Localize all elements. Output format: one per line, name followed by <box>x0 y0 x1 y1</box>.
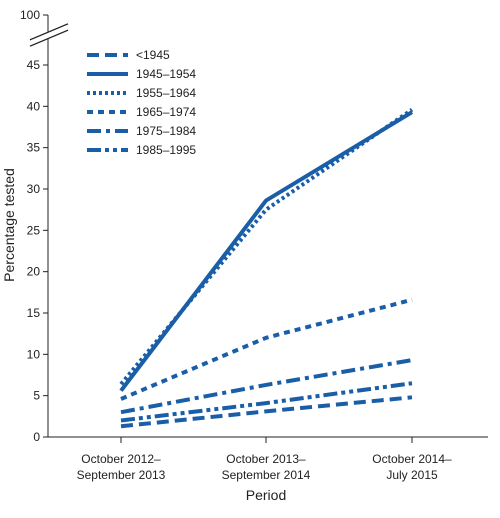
series-line-4 <box>120 358 413 415</box>
x-tick-label: October 2012– September 2013 <box>77 452 166 482</box>
y-tick-label: 0 <box>33 430 40 444</box>
x-tick-label-line: October 2013– <box>226 452 306 466</box>
x-tick-label-line: July 2015 <box>386 468 438 482</box>
y-tick-label: 100 <box>20 8 40 22</box>
series-line-5 <box>120 381 413 423</box>
y-tick-label: 15 <box>27 306 41 320</box>
axis-break-gap <box>30 24 68 46</box>
axis-break-mark <box>29 29 69 47</box>
y-tick-label: 5 <box>33 389 40 403</box>
x-tick-label-line: September 2013 <box>77 468 166 482</box>
series-lines <box>119 107 414 429</box>
series-line-0 <box>120 395 413 429</box>
x-tick-label-line: October 2014– <box>372 452 452 466</box>
legend-label: <1945 <box>136 48 170 62</box>
y-tick-label: 45 <box>27 58 41 72</box>
series-line-3 <box>120 297 413 401</box>
x-tick-label: October 2013– September 2014 <box>222 452 311 482</box>
y-tick-label: 35 <box>27 141 41 155</box>
axes <box>29 15 488 438</box>
legend-label: 1945–1954 <box>136 67 196 81</box>
x-tick-label-line: September 2014 <box>222 468 311 482</box>
x-axis-title: Period <box>246 487 286 503</box>
x-tick-label: October 2014– July 2015 <box>372 452 452 482</box>
y-tick-label: 40 <box>27 99 41 113</box>
ticks: 0 5 10 15 20 25 30 35 40 45 100 October 2012– Septem… <box>20 8 452 482</box>
y-axis-title: Percentage tested <box>1 168 17 282</box>
y-tick-label: 10 <box>27 347 41 361</box>
legend-label: 1975–1984 <box>136 124 196 138</box>
axis-break-mark <box>29 23 69 41</box>
y-tick-label: 25 <box>27 223 41 237</box>
legend-label: 1985–1995 <box>136 143 196 157</box>
x-tick-label-line: October 2012– <box>81 452 161 466</box>
y-tick-label: 20 <box>27 265 41 279</box>
legend: <1945 1945–1954 1955–1964 1965–1974 1975–198… <box>87 48 196 157</box>
y-tick-label: 30 <box>27 182 41 196</box>
legend-label: 1965–1974 <box>136 105 196 119</box>
legend-label: 1955–1964 <box>136 86 196 100</box>
series-line-2 <box>119 107 414 386</box>
